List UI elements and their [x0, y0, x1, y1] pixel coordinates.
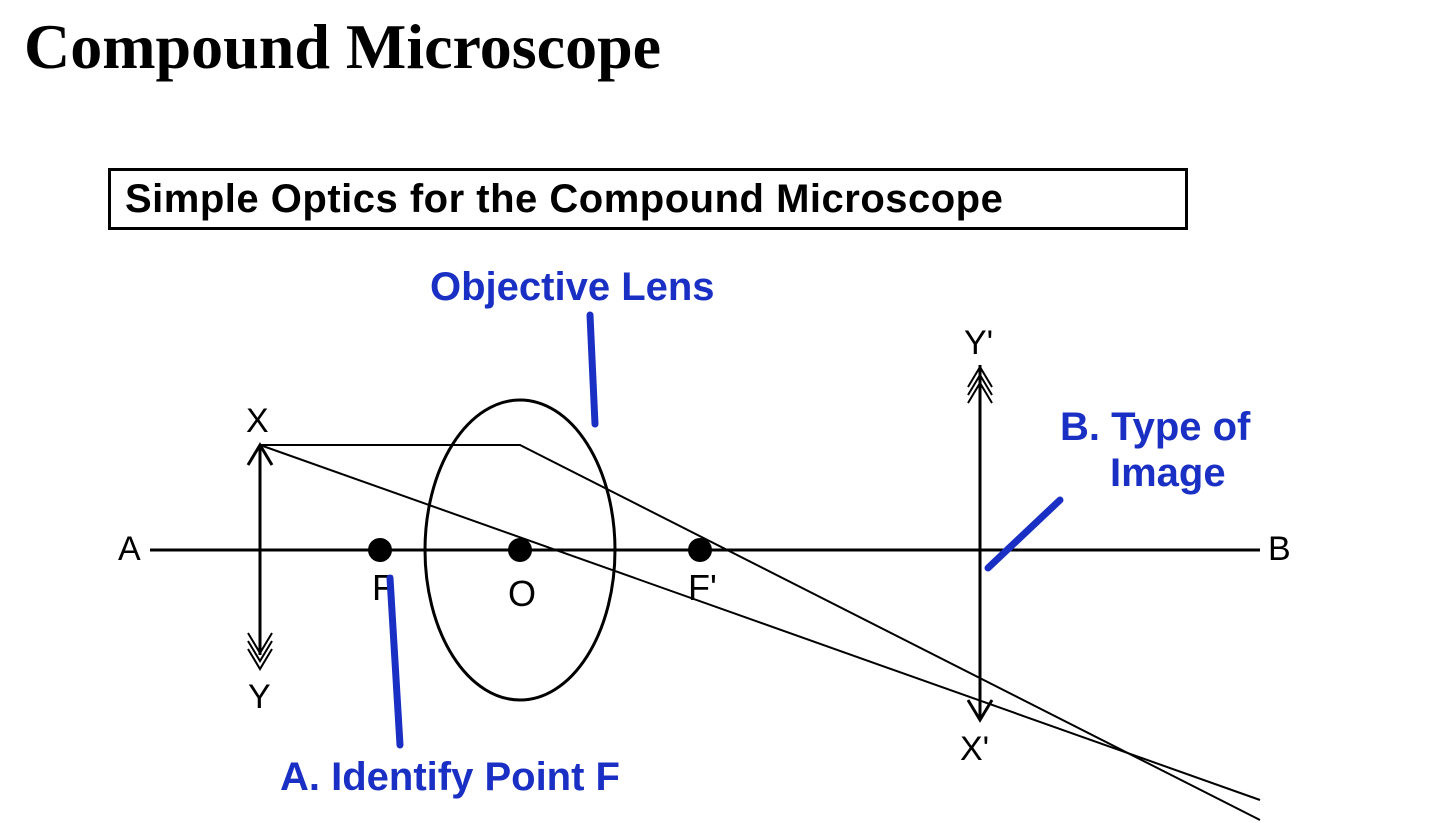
point-Fprime [688, 538, 712, 562]
image-arrow: Y' X' [960, 324, 993, 768]
page: Compound Microscope Simple Optics for th… [0, 0, 1440, 823]
point-O [508, 538, 532, 562]
ray-center [260, 445, 1260, 800]
callout-A: A. Identify Point F [280, 755, 620, 799]
axis-label-A: A [118, 530, 141, 568]
label-objective-lens: Objective Lens [430, 265, 715, 309]
label-Y: Y [248, 678, 271, 716]
label-X: X [246, 402, 269, 440]
pointer-objective-lens [590, 315, 595, 424]
label-Xprime: X' [960, 730, 989, 768]
callout-B-line1: B. Type of [1060, 405, 1251, 449]
label-O: O [508, 573, 536, 614]
axis-label-B: B [1268, 530, 1291, 568]
label-Yprime: Y' [964, 324, 993, 362]
callout-B-line2: Image [1110, 451, 1226, 495]
point-F [368, 538, 392, 562]
pointer-callout-A [390, 578, 400, 745]
object-arrow: X Y [246, 402, 272, 716]
ray-diagram: A B F O F' X Y [0, 0, 1440, 823]
pointer-callout-B [988, 500, 1060, 568]
